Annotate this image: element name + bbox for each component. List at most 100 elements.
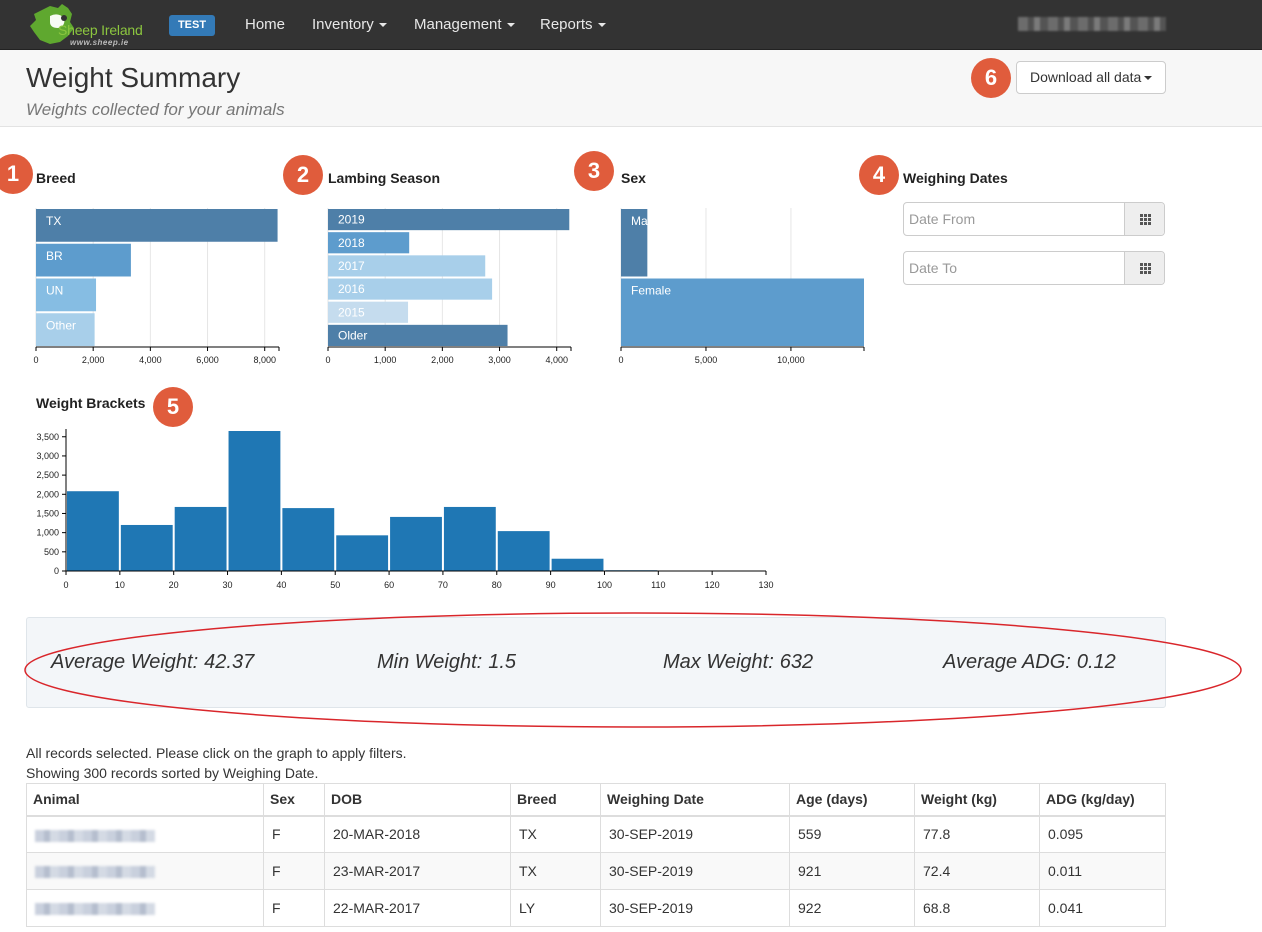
x-tick-label: 4,000 <box>139 355 162 365</box>
bar-other[interactable] <box>36 313 95 346</box>
selection-info: All records selected. Please click on th… <box>26 745 407 761</box>
bar-2017[interactable] <box>328 255 486 277</box>
breed-chart[interactable]: 0 2,000 4,000 6,000 8,000 TX BR UN Other <box>30 200 290 370</box>
nav-management-label: Management <box>414 16 502 33</box>
col-age[interactable]: Age (days) <box>789 783 915 817</box>
age-cell: 922 <box>789 889 915 927</box>
bar-older[interactable] <box>328 324 508 346</box>
page-title: Weight Summary <box>26 62 241 93</box>
animal-id-redacted <box>35 829 155 842</box>
table-row[interactable]: F 20-MAR-2018 TX 30-SEP-2019 559 77.8 0.… <box>26 815 1166 853</box>
download-all-data-button[interactable]: Download all data <box>1016 61 1166 94</box>
dob-cell: 20-MAR-2018 <box>324 815 511 853</box>
histogram-bar[interactable] <box>174 506 227 571</box>
average-adg-value: 0.12 <box>1076 651 1116 673</box>
y-tick-label: 3,500 <box>36 432 59 442</box>
x-tick-label: 50 <box>330 580 340 590</box>
table-row[interactable]: F 22-MAR-2017 LY 30-SEP-2019 922 68.8 0.… <box>26 889 1166 927</box>
date-to-field[interactable] <box>903 251 1165 285</box>
histogram-bar[interactable] <box>282 508 335 571</box>
logo-text: Sheep Ireland <box>58 22 143 38</box>
bar-un[interactable] <box>36 278 97 312</box>
col-sex[interactable]: Sex <box>263 783 325 817</box>
calendar-button[interactable] <box>1124 252 1164 284</box>
animal-cell[interactable] <box>26 889 264 927</box>
animal-cell[interactable] <box>26 852 264 890</box>
y-tick-label: 500 <box>44 547 59 557</box>
bar-br[interactable] <box>36 243 131 277</box>
col-weighing-date[interactable]: Weighing Date <box>600 783 790 817</box>
histogram-bar[interactable] <box>551 558 604 571</box>
x-tick-label: 8,000 <box>253 355 276 365</box>
bar-label: 2015 <box>338 305 365 319</box>
y-tick-label: 2,000 <box>36 489 59 499</box>
bar-2019[interactable] <box>328 209 570 231</box>
nav-home[interactable]: Home <box>245 16 285 33</box>
caret-down-icon <box>1144 76 1153 81</box>
caret-down-icon <box>506 23 515 28</box>
weight-brackets-chart[interactable]: 0 500 1,000 1,500 2,000 2,500 3,000 3,500 0 10 20 3… <box>26 425 786 595</box>
weighing-date-cell: 30-SEP-2019 <box>600 815 790 853</box>
age-cell: 921 <box>789 852 915 890</box>
bar-2015[interactable] <box>328 301 409 323</box>
x-tick-label: 6,000 <box>196 355 219 365</box>
date-from-input[interactable] <box>904 203 1126 235</box>
animal-id-redacted <box>35 903 155 916</box>
x-tick-label: 0 <box>325 355 330 365</box>
histogram-bar[interactable] <box>336 535 389 571</box>
histogram-bar[interactable] <box>120 524 173 571</box>
user-menu-redacted[interactable] <box>1018 17 1166 31</box>
histogram-bar[interactable] <box>443 506 496 571</box>
x-tick-label: 70 <box>438 580 448 590</box>
navbar: Sheep Ireland www.sheep.ie TEST Home Inv… <box>0 0 1262 50</box>
table-row[interactable]: F 23-MAR-2017 TX 30-SEP-2019 921 72.4 0.… <box>26 852 1166 890</box>
y-tick-label: 3,000 <box>36 451 59 461</box>
weight-stats-panel <box>26 617 1166 708</box>
sex-chart[interactable]: 0 5,000 10,000 Male Female <box>615 200 875 370</box>
x-tick-label: 130 <box>758 580 773 590</box>
logo-url: www.sheep.ie <box>70 38 129 47</box>
nav-reports[interactable]: Reports <box>540 16 606 33</box>
breed-cell: TX <box>510 852 601 890</box>
date-from-field[interactable] <box>903 202 1165 236</box>
dob-cell: 22-MAR-2017 <box>324 889 511 927</box>
x-tick-label: 10,000 <box>777 355 805 365</box>
bar-male[interactable] <box>621 209 648 277</box>
col-breed[interactable]: Breed <box>510 783 601 817</box>
col-adg[interactable]: ADG (kg/day) <box>1039 783 1166 817</box>
bar-label: Other <box>46 318 76 332</box>
col-animal[interactable]: Animal <box>26 783 264 817</box>
nav-inventory[interactable]: Inventory <box>312 16 387 33</box>
max-weight-stat: Max Weight: 632 <box>663 651 813 674</box>
histogram-bar[interactable] <box>390 516 442 571</box>
weighing-date-cell: 30-SEP-2019 <box>600 852 790 890</box>
max-weight-label: Max Weight: <box>663 651 774 673</box>
bar-label: Older <box>338 328 367 342</box>
breed-chart-title: Breed <box>36 170 76 186</box>
x-tick-label: 100 <box>597 580 612 590</box>
x-tick-label: 80 <box>492 580 502 590</box>
step-badge-5: 5 <box>153 387 193 427</box>
step-badge-1: 1 <box>0 154 33 194</box>
weighing-dates-title: Weighing Dates <box>903 170 1008 186</box>
nav-management[interactable]: Management <box>414 16 515 33</box>
bar-tx[interactable] <box>36 209 278 242</box>
animal-cell[interactable] <box>26 815 264 853</box>
lambing-season-chart[interactable]: 0 1,000 2,000 3,000 4,000 2019 2018 2017 2016 201… <box>322 200 582 370</box>
calendar-button[interactable] <box>1124 203 1164 235</box>
col-dob[interactable]: DOB <box>324 783 511 817</box>
bar-2018[interactable] <box>328 232 410 254</box>
histogram-bar[interactable] <box>67 491 119 571</box>
sheep-ireland-logo[interactable]: Sheep Ireland www.sheep.ie <box>28 2 148 48</box>
ireland-map-icon <box>30 4 74 44</box>
adg-cell: 0.011 <box>1039 852 1166 890</box>
histogram-bar[interactable] <box>497 531 550 571</box>
bar-2016[interactable] <box>328 278 493 300</box>
x-tick-label: 30 <box>223 580 233 590</box>
date-to-input[interactable] <box>904 252 1126 284</box>
table-header-row: Animal Sex DOB Breed Weighing Date Age (… <box>26 783 1166 817</box>
x-tick-label: 40 <box>276 580 286 590</box>
bar-female[interactable] <box>621 278 864 347</box>
col-weight[interactable]: Weight (kg) <box>914 783 1040 817</box>
histogram-bar[interactable] <box>228 431 281 571</box>
